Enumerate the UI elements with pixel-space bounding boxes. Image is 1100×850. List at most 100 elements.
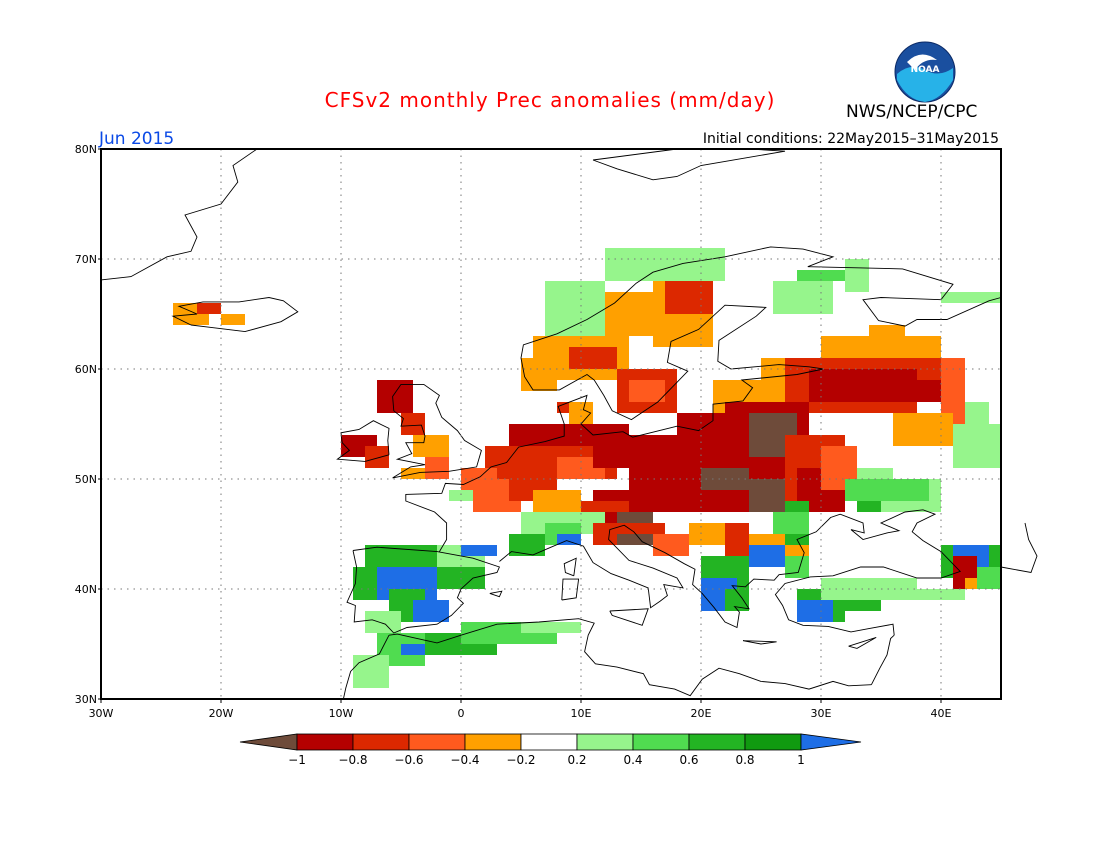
colorbar-label: 1 — [797, 753, 805, 767]
anomaly-cell — [797, 270, 845, 281]
anomaly-cell — [941, 292, 1001, 303]
colorbar-label: 0.2 — [567, 753, 586, 767]
anomaly-cell — [401, 413, 425, 435]
coastline — [100, 148, 258, 281]
anomaly-cell — [557, 534, 581, 545]
anomaly-cell — [197, 303, 221, 314]
colorbar-label: −0.6 — [394, 753, 423, 767]
colorbar-label: −0.4 — [450, 753, 479, 767]
anomaly-cell — [569, 402, 593, 424]
coastline — [1000, 522, 1038, 574]
anomaly-cell — [749, 479, 785, 512]
latitude-label: 80N — [75, 143, 97, 156]
coastline — [563, 557, 577, 577]
anomaly-cell — [413, 435, 449, 457]
anomaly-cell — [521, 358, 557, 391]
anomaly-cell — [461, 545, 497, 556]
anomaly-cell — [569, 347, 617, 369]
colorbar-segment — [464, 733, 522, 751]
coastline — [592, 148, 786, 181]
colorbar-label: −0.2 — [506, 753, 535, 767]
axis-labels: 30N 40N 50N 60N 70N 80N 30W 20W 10W 0 10E 20E 30E 40E — [75, 143, 952, 720]
coastline — [609, 608, 649, 626]
latitude-label: 70N — [75, 253, 97, 266]
longitude-label: 0 — [458, 707, 465, 720]
colorbar-segment — [352, 733, 410, 751]
anomaly-cell — [653, 534, 689, 556]
anomaly-cell — [377, 380, 413, 413]
colorbar-segment — [632, 733, 690, 751]
anomaly-cell — [629, 380, 665, 402]
colorbar: −1 −0.8 −0.6 −0.4 −0.2 0.2 0.4 0.6 0.8 1 — [239, 733, 862, 767]
anomaly-cell — [893, 413, 953, 446]
colorbar-label: −1 — [288, 753, 306, 767]
anomaly-cell — [617, 512, 653, 523]
forecast-month-label: Jun 2015 — [99, 129, 175, 149]
latitude-label: 30N — [75, 693, 97, 706]
lat-lon-gridlines — [101, 149, 1001, 699]
colorbar-label: 0.6 — [679, 753, 698, 767]
colorbar-segment — [408, 733, 466, 751]
coastline — [489, 590, 503, 598]
anomaly-cell — [845, 479, 929, 501]
anomaly-cell — [665, 281, 713, 314]
anomaly-cell — [773, 413, 797, 435]
anomaly-grid-cells — [173, 248, 1001, 688]
anomaly-cell — [353, 655, 389, 688]
anomaly-cell — [725, 589, 749, 611]
anomaly-cell — [533, 490, 581, 512]
map-title: CFSv2 monthly Prec anomalies (mm/day) — [324, 88, 776, 112]
latitude-label: 40N — [75, 583, 97, 596]
anomaly-cell — [353, 567, 377, 600]
initial-conditions-label: Initial conditions: 22May2015–31May2015 — [702, 131, 999, 147]
coastline — [870, 634, 895, 685]
longitude-label: 40E — [931, 707, 952, 720]
anomaly-cell — [221, 314, 245, 325]
anomaly-cell — [917, 589, 965, 600]
colorbar-segment — [520, 733, 578, 751]
anomaly-cell — [605, 248, 725, 281]
anomaly-cell — [617, 534, 653, 545]
longitude-label: 30W — [89, 707, 114, 720]
coastline — [499, 509, 962, 636]
anomaly-cell — [725, 523, 749, 556]
anomaly-cell — [509, 534, 545, 556]
anomaly-cell — [365, 446, 389, 468]
colorbar-wet-extreme-arrow — [800, 733, 862, 751]
coastline — [388, 618, 872, 697]
anomaly-cell — [581, 501, 629, 512]
anomaly-cell — [749, 545, 785, 567]
colorbar-label: 0.8 — [735, 753, 754, 767]
organization-label: NWS/NCEP/CPC — [846, 102, 978, 122]
anomaly-cell — [401, 644, 425, 655]
coastline — [336, 420, 390, 462]
anomaly-cell — [773, 512, 809, 534]
longitude-label: 30E — [811, 707, 832, 720]
coastline — [346, 546, 501, 634]
anomaly-cell — [773, 281, 833, 314]
coastline — [171, 297, 299, 333]
latitude-label: 60N — [75, 363, 97, 376]
anomaly-cell — [785, 556, 809, 578]
anomaly-cell — [425, 457, 449, 479]
colorbar-segment — [744, 733, 802, 751]
longitude-label: 10W — [329, 707, 354, 720]
colorbar-segment — [296, 733, 354, 751]
anomaly-cell — [965, 402, 989, 424]
longitude-label: 20E — [691, 707, 712, 720]
anomaly-cell — [869, 325, 905, 347]
anomaly-cell — [977, 567, 1001, 589]
anomaly-cell — [845, 259, 869, 292]
colorbar-segment — [576, 733, 634, 751]
anomaly-cell — [365, 611, 401, 633]
anomaly-cell — [857, 501, 881, 512]
coastline — [742, 640, 777, 645]
coastline — [405, 246, 1002, 552]
colorbar-label: 0.4 — [623, 753, 642, 767]
noaa-logo: NOAA — [894, 41, 956, 103]
colorbar-label: −0.8 — [338, 753, 367, 767]
coastline — [848, 636, 877, 649]
colorbar-segment — [688, 733, 746, 751]
svg-text:NOAA: NOAA — [911, 65, 940, 75]
